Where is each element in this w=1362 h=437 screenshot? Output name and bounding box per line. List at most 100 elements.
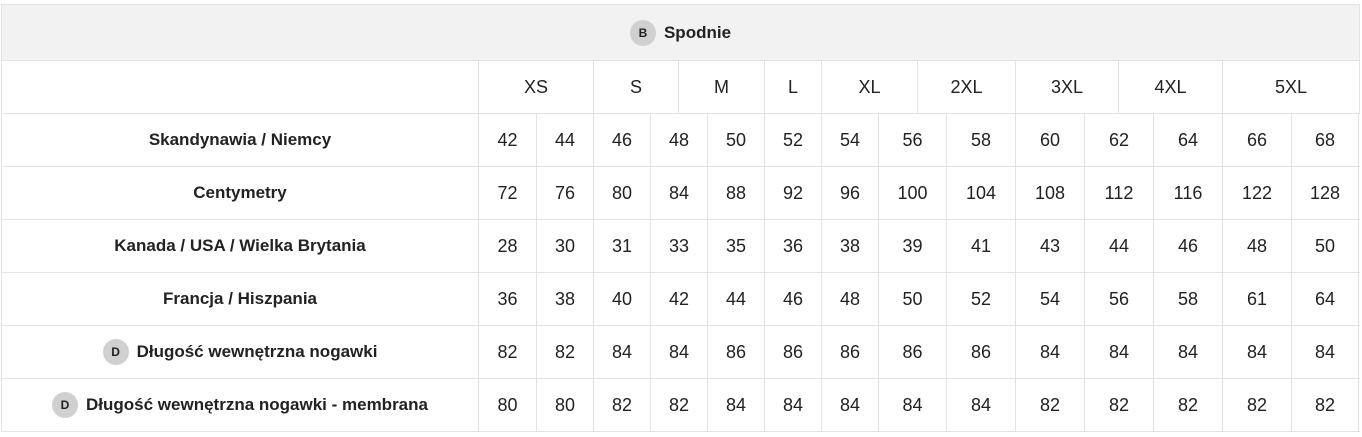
value-cell: 48 [1222,220,1291,272]
row-label: D Długość wewnętrzna nogawki [1,326,478,378]
value-cell: 100 [878,167,946,219]
value-cell: 62 [1084,114,1153,166]
value-cell: 84 [1291,326,1359,378]
size-header-m: M [678,61,764,113]
value-cell: 60 [1015,114,1084,166]
size-header-2xl: 2XL [917,61,1015,113]
row-label: Centymetry [1,167,478,219]
value-cell: 112 [1084,167,1153,219]
value-cell: 58 [946,114,1015,166]
value-cell: 30 [536,220,593,272]
size-header-5xl: 5XL [1222,61,1360,113]
row-label-text: Długość wewnętrzna nogawki [136,342,378,361]
value-cell: 86 [707,326,764,378]
value-cell: 46 [764,273,821,325]
value-cell: 36 [478,273,536,325]
value-cell: 66 [1222,114,1291,166]
value-cell: 40 [593,273,650,325]
value-cell: 84 [1153,326,1222,378]
value-cell: 43 [1015,220,1084,272]
value-cell: 128 [1291,167,1359,219]
value-cell: 48 [821,273,878,325]
value-cell: 84 [650,167,707,219]
value-cell: 82 [1015,379,1084,431]
value-cell: 82 [1084,379,1153,431]
value-cell: 92 [764,167,821,219]
row-label-text: Centymetry [193,183,287,202]
value-cell: 28 [478,220,536,272]
table-row: Francja / Hiszpania 36 38 40 42 44 46 48 50 52 54 5… [1,273,1360,326]
value-cell: 84 [878,379,946,431]
value-cell: 86 [821,326,878,378]
value-cell: 86 [764,326,821,378]
value-cell: 82 [536,326,593,378]
value-cell: 84 [593,326,650,378]
value-cell: 38 [821,220,878,272]
value-cell: 86 [946,326,1015,378]
value-cell: 122 [1222,167,1291,219]
title-text: Spodnie [663,22,732,42]
value-cell: 86 [878,326,946,378]
header-label-cell [1,61,478,113]
value-cell: 82 [478,326,536,378]
row-label-text: Francja / Hiszpania [163,289,317,308]
value-cell: 76 [536,167,593,219]
value-cell: 84 [650,326,707,378]
table-row: Kanada / USA / Wielka Brytania 28 30 31 33 35… [1,220,1360,273]
row-label: Kanada / USA / Wielka Brytania [1,220,478,272]
size-table: B Spodnie XS S M L XL 2XL 3XL 4XL 5XL Skandynawia… [1,4,1360,432]
row-label-text: Kanada / USA / Wielka Brytania [114,236,366,255]
value-cell: 72 [478,167,536,219]
value-cell: 84 [1222,326,1291,378]
size-header-s: S [593,61,678,113]
badge-d-icon: D [52,392,79,418]
value-cell: 88 [707,167,764,219]
value-cell: 84 [946,379,1015,431]
badge-d-icon: D [102,339,129,365]
value-cell: 38 [536,273,593,325]
value-cell: 56 [878,114,946,166]
value-cell: 82 [1291,379,1359,431]
value-cell: 64 [1291,273,1359,325]
size-header-xl: XL [821,61,917,113]
value-cell: 104 [946,167,1015,219]
size-header-4xl: 4XL [1118,61,1222,113]
row-label: D Długość wewnętrzna nogawki - membrana [1,379,478,431]
row-label: Skandynawia / Niemcy [1,114,478,166]
value-cell: 82 [650,379,707,431]
value-cell: 42 [478,114,536,166]
value-cell: 84 [1084,326,1153,378]
value-cell: 48 [650,114,707,166]
value-cell: 84 [764,379,821,431]
size-header-xs: XS [478,61,593,113]
value-cell: 84 [821,379,878,431]
value-cell: 80 [478,379,536,431]
value-cell: 84 [1015,326,1084,378]
value-cell: 54 [1015,273,1084,325]
value-cell: 36 [764,220,821,272]
value-cell: 82 [1153,379,1222,431]
value-cell: 61 [1222,273,1291,325]
row-label-text: Długość wewnętrzna nogawki - membrana [86,395,428,414]
value-cell: 84 [707,379,764,431]
value-cell: 35 [707,220,764,272]
value-cell: 52 [946,273,1015,325]
value-cell: 56 [1084,273,1153,325]
table-row: Skandynawia / Niemcy 42 44 46 48 50 52 54 56 58 60… [1,114,1360,167]
value-cell: 96 [821,167,878,219]
table-row: D Długość wewnętrzna nogawki 82 82 84 84 86 86 8… [1,326,1360,379]
value-cell: 50 [878,273,946,325]
value-cell: 54 [821,114,878,166]
value-cell: 46 [1153,220,1222,272]
value-cell: 52 [764,114,821,166]
value-cell: 80 [593,167,650,219]
value-cell: 44 [1084,220,1153,272]
table-row: Centymetry 72 76 80 84 88 92 96 100 104 108 112 116 1… [1,167,1360,220]
value-cell: 42 [650,273,707,325]
value-cell: 58 [1153,273,1222,325]
value-cell: 50 [707,114,764,166]
value-cell: 50 [1291,220,1359,272]
value-cell: 41 [946,220,1015,272]
value-cell: 33 [650,220,707,272]
